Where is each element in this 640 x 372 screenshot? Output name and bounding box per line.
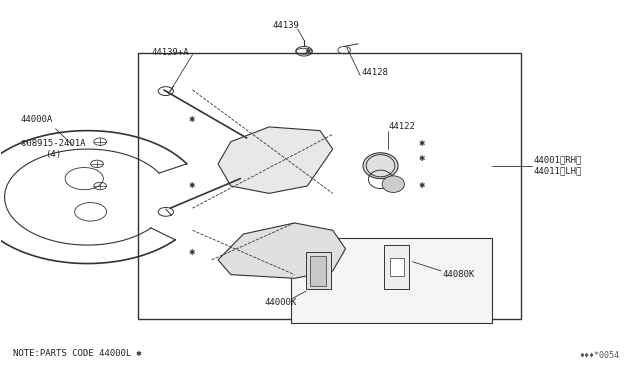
Polygon shape (310, 256, 326, 286)
Ellipse shape (382, 176, 404, 192)
Text: 44080K: 44080K (442, 270, 475, 279)
Text: ®08915-2401A: ®08915-2401A (20, 139, 85, 148)
Text: ✱: ✱ (419, 182, 425, 190)
Text: ✱: ✱ (136, 351, 141, 357)
Text: 44011〈LH〉: 44011〈LH〉 (534, 167, 582, 176)
Text: 44139+A: 44139+A (151, 48, 189, 57)
Text: ✱: ✱ (188, 115, 195, 124)
Polygon shape (291, 238, 492, 323)
Text: 44000K: 44000K (264, 298, 297, 307)
Text: 44001〈RH〉: 44001〈RH〉 (534, 155, 582, 165)
Text: 44122: 44122 (389, 122, 416, 131)
Text: 44139: 44139 (272, 21, 299, 30)
Text: ✱: ✱ (188, 182, 195, 190)
Text: ♦♦♦*0054: ♦♦♦*0054 (579, 351, 620, 360)
Ellipse shape (243, 137, 308, 185)
Polygon shape (390, 258, 404, 276)
Text: ✱: ✱ (188, 248, 195, 257)
Text: ✱: ✱ (419, 154, 425, 163)
Polygon shape (384, 245, 409, 289)
Text: NOTE:PARTS CODE 44000L: NOTE:PARTS CODE 44000L (13, 350, 131, 359)
Polygon shape (306, 253, 332, 289)
Text: ✱: ✱ (304, 47, 310, 56)
Ellipse shape (363, 153, 398, 179)
Text: 44128: 44128 (362, 68, 388, 77)
Polygon shape (218, 223, 346, 278)
Polygon shape (218, 127, 333, 193)
Bar (138, 53, 521, 319)
Text: (4): (4) (45, 150, 61, 159)
Text: 44000A: 44000A (20, 115, 52, 124)
Text: ✱: ✱ (419, 139, 425, 148)
